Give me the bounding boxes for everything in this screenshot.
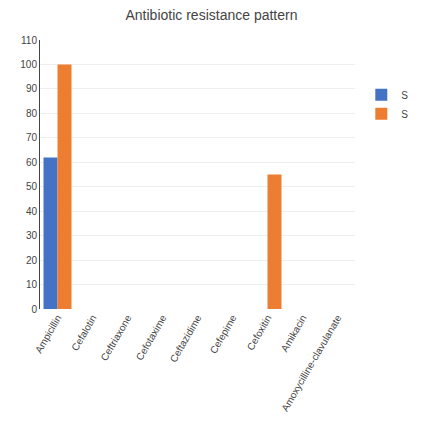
svg-text:Antibiotic resistance pattern: Antibiotic resistance pattern (126, 7, 298, 23)
svg-text:110: 110 (21, 35, 37, 46)
svg-text:100: 100 (20, 59, 37, 70)
svg-text:50: 50 (26, 181, 38, 192)
svg-text:20: 20 (26, 255, 38, 266)
svg-text:80: 80 (26, 108, 38, 119)
svg-text:90: 90 (26, 83, 38, 94)
svg-text:Cefalotin: Cefalotin (69, 313, 98, 353)
svg-text:10: 10 (26, 279, 38, 290)
svg-text:60: 60 (26, 157, 38, 168)
svg-text:Cefoxitin: Cefoxitin (245, 313, 274, 352)
svg-text:Amikacin: Amikacin (279, 313, 309, 354)
svg-text:Ampicillin: Ampicillin (33, 313, 64, 355)
svg-text:Ceftriaxone: Ceftriaxone (98, 313, 133, 363)
svg-text:Amoxycilline-clavulanate: Amoxycilline-clavulanate (279, 313, 343, 414)
svg-text:70: 70 (26, 132, 38, 143)
svg-text:S: S (401, 90, 408, 101)
svg-text:0: 0 (31, 304, 37, 315)
svg-text:Cefepime: Cefepime (208, 313, 239, 356)
svg-text:Ceftazidime: Ceftazidime (168, 313, 204, 365)
svg-text:40: 40 (26, 206, 38, 217)
svg-text:Cefotaxime: Cefotaxime (134, 313, 169, 363)
svg-text:S: S (401, 109, 408, 120)
svg-text:30: 30 (26, 230, 38, 241)
